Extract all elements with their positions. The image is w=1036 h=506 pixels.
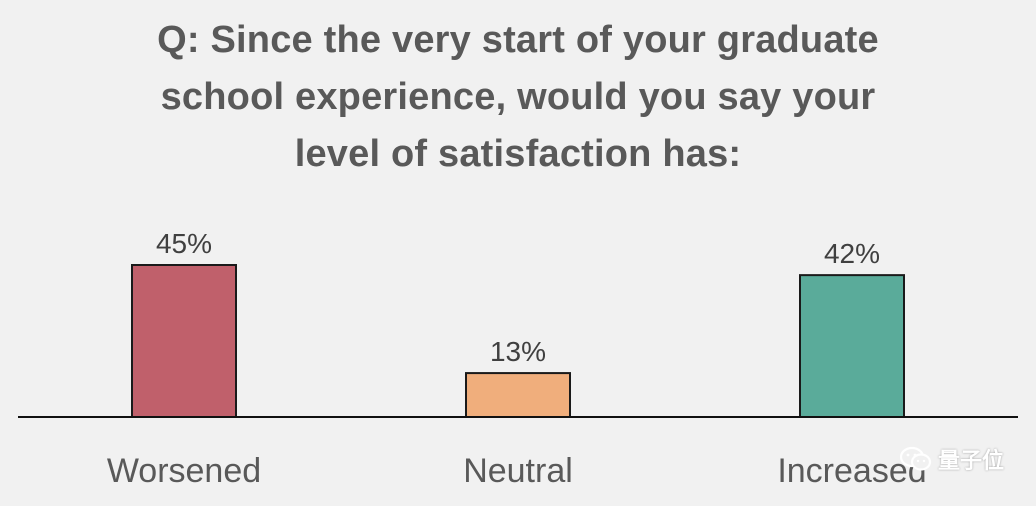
bars-layer: 45% 13% 42%: [131, 228, 905, 419]
data-label-worsened: 45%: [156, 228, 212, 259]
wechat-icon: [899, 446, 932, 471]
watermark: 量子位: [899, 443, 1004, 475]
chart-title-line-2: school experience, would you say your: [160, 76, 876, 118]
chart-title: Q: Since the very start of your graduate…: [0, 12, 1036, 183]
bar-neutral: [465, 372, 571, 419]
chart-title-line-3: level of satisfaction has:: [294, 133, 742, 175]
category-label-worsened: Worsened: [107, 452, 261, 490]
category-label-neutral: Neutral: [463, 452, 573, 490]
bar-increased: [799, 274, 905, 418]
data-label-neutral: 13%: [490, 336, 546, 367]
data-label-increased: 42%: [824, 238, 880, 269]
watermark-text: 量子位: [937, 449, 1004, 474]
chart-title-line-1: Q: Since the very start of your graduate: [157, 19, 879, 61]
bar-worsened: [131, 264, 237, 418]
